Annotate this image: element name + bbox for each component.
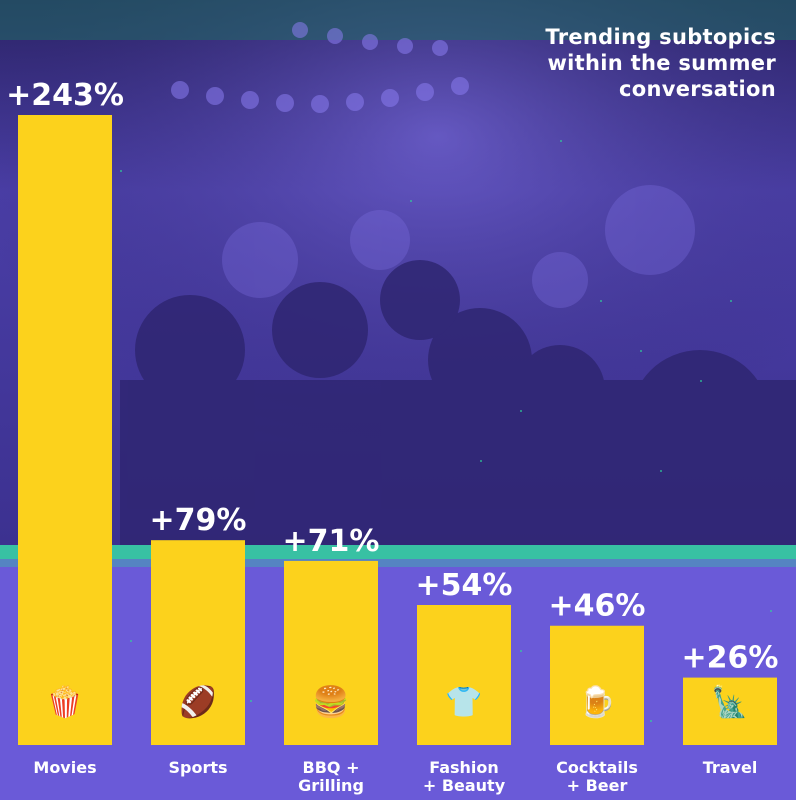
category-label-3-0: Fashion	[429, 758, 499, 777]
value-label-2: +71%	[283, 524, 380, 559]
bar-4	[550, 625, 644, 745]
category-label-3-1: + Beauty	[423, 776, 506, 795]
category-label-4-1: + Beer	[567, 776, 628, 795]
bar-0	[18, 115, 112, 745]
category-label-2-1: Grilling	[298, 776, 364, 795]
value-label-5: +26%	[682, 641, 779, 676]
beer-mug-icon: 🍺	[578, 683, 615, 720]
category-label-0-0: Movies	[33, 758, 96, 777]
value-label-0: +243%	[6, 78, 124, 113]
chart-title-line-1: Trending subtopics	[545, 25, 776, 49]
statue-of-liberty-icon: 🗽	[711, 683, 748, 720]
bar-2	[284, 560, 378, 745]
bar-3	[417, 605, 511, 745]
chart-title-line-3: conversation	[619, 77, 776, 101]
value-label-4: +46%	[549, 589, 646, 624]
category-label-4-0: Cocktails	[556, 758, 638, 777]
football-icon: 🏈	[179, 684, 216, 720]
value-label-1: +79%	[150, 503, 247, 538]
category-label-5-0: Travel	[703, 758, 758, 777]
chart-title: Trending subtopics within the summer con…	[446, 24, 776, 102]
value-label-3: +54%	[416, 568, 513, 603]
bar-5	[683, 677, 777, 745]
burger-icon: 🍔	[312, 684, 349, 720]
category-label-1-0: Sports	[168, 758, 227, 777]
bar-1	[151, 540, 245, 745]
shirt-icon: 👕	[445, 685, 482, 720]
chart-title-line-2: within the summer	[547, 51, 776, 75]
popcorn-icon: 🍿	[46, 684, 83, 720]
category-label-2-0: BBQ +	[303, 758, 360, 777]
